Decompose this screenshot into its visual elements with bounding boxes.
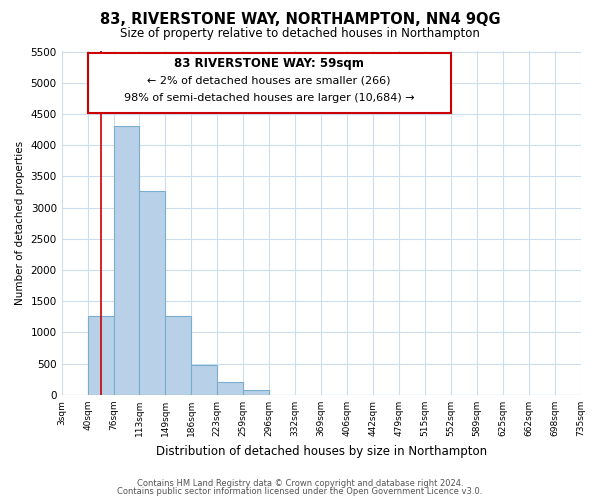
Y-axis label: Number of detached properties: Number of detached properties — [15, 141, 25, 306]
Text: Contains public sector information licensed under the Open Government Licence v3: Contains public sector information licen… — [118, 487, 482, 496]
Text: 98% of semi-detached houses are larger (10,684) →: 98% of semi-detached houses are larger (… — [124, 92, 415, 102]
Bar — [113, 126, 139, 395]
Bar — [166, 316, 191, 395]
Bar — [88, 316, 113, 395]
Text: Contains HM Land Registry data © Crown copyright and database right 2024.: Contains HM Land Registry data © Crown c… — [137, 478, 463, 488]
Text: ← 2% of detached houses are smaller (266): ← 2% of detached houses are smaller (266… — [148, 76, 391, 86]
X-axis label: Distribution of detached houses by size in Northampton: Distribution of detached houses by size … — [155, 444, 487, 458]
Text: 83 RIVERSTONE WAY: 59sqm: 83 RIVERSTONE WAY: 59sqm — [174, 56, 364, 70]
Bar — [243, 390, 269, 395]
Bar — [139, 190, 166, 395]
Bar — [217, 382, 243, 395]
FancyBboxPatch shape — [88, 53, 451, 114]
Text: Size of property relative to detached houses in Northampton: Size of property relative to detached ho… — [120, 28, 480, 40]
Bar — [191, 365, 217, 395]
Text: 83, RIVERSTONE WAY, NORTHAMPTON, NN4 9QG: 83, RIVERSTONE WAY, NORTHAMPTON, NN4 9QG — [100, 12, 500, 28]
